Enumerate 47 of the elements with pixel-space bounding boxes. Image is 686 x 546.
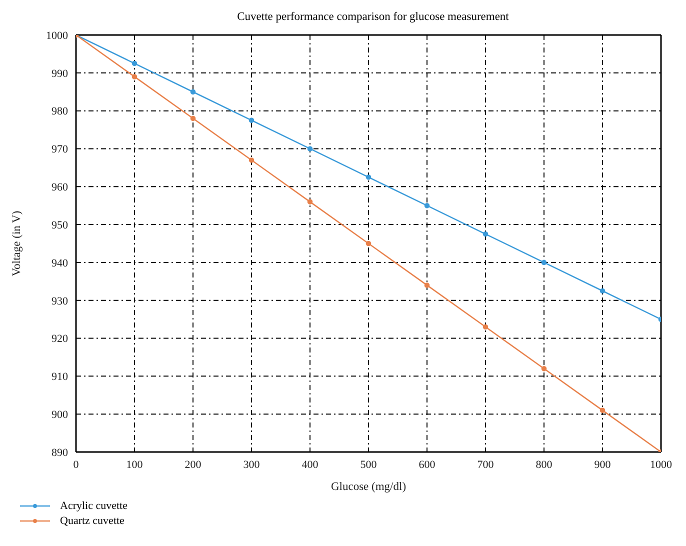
line-series	[76, 35, 661, 452]
x-tick-label: 1000	[650, 458, 672, 471]
point	[482, 231, 488, 237]
x-tick-label: 300	[243, 458, 260, 471]
point	[307, 146, 313, 152]
y-tick-label: 900	[52, 408, 68, 421]
x-tick-label: 500	[360, 458, 378, 471]
x-tick-label: 700	[477, 458, 494, 471]
y-tick-label: 990	[52, 68, 68, 80]
point	[424, 202, 430, 208]
y-tick-label: 970	[52, 144, 68, 156]
x-axis-title: Glucose (mg/dl)	[330, 481, 406, 493]
x-tick-label: 600	[418, 458, 436, 471]
y-tick-label: 960	[52, 182, 68, 194]
legend-label: Acrylic cuvette	[60, 500, 128, 512]
x-tick-label: 900	[594, 458, 612, 471]
point	[248, 157, 254, 163]
point	[366, 174, 372, 180]
y-tick-label: 980	[52, 106, 68, 118]
point	[541, 366, 547, 372]
point	[600, 408, 606, 413]
point	[190, 89, 196, 95]
x-tick-label: 800	[536, 458, 553, 471]
point	[307, 199, 313, 204]
y-axis-title: Voltage (in V)	[11, 210, 24, 276]
point	[248, 118, 254, 123]
point	[424, 282, 430, 288]
y-tick-label: 940	[52, 257, 68, 270]
y-tick-label: 930	[52, 295, 68, 308]
x-tick-label: 100	[126, 458, 144, 471]
y-tick-label: 910	[52, 371, 68, 384]
point	[366, 240, 372, 246]
y-tick-label: 950	[52, 219, 68, 232]
y-tick-label: 1000	[46, 30, 68, 42]
point	[482, 324, 488, 330]
point	[132, 74, 138, 80]
y-tick-label: 890	[52, 446, 68, 459]
chart-title: Cuvette performance comparison for glucose measurement	[236, 10, 510, 25]
point	[600, 288, 606, 294]
point	[132, 60, 138, 66]
point	[541, 260, 547, 266]
x-tick-label: 0	[73, 458, 80, 471]
legend-label: Quartz cuvette	[60, 514, 124, 526]
x-tick-label: 400	[302, 458, 319, 471]
point	[190, 116, 196, 122]
x-tick-label: 200	[184, 458, 202, 471]
y-tick-label: 920	[52, 333, 68, 346]
